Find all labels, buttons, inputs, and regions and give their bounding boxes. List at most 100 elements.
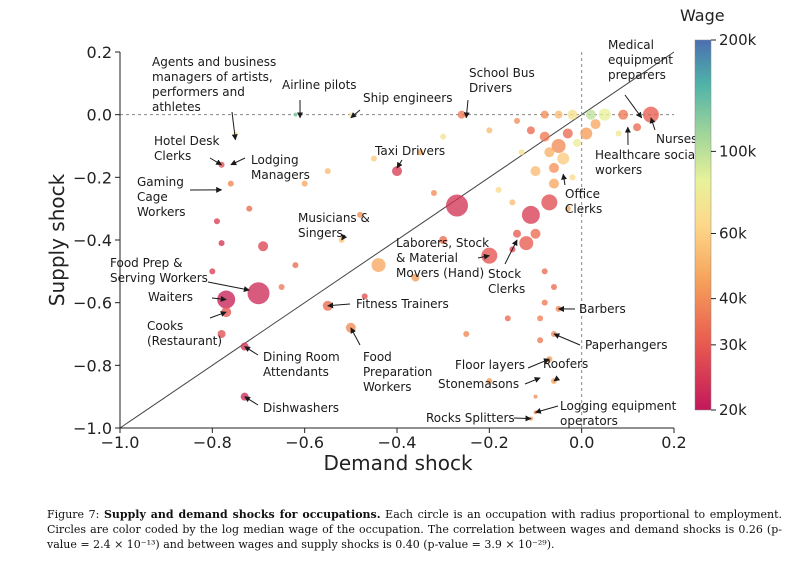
- annotation-line: operators: [560, 414, 618, 428]
- annotation-label: Dining Room Attendants: [263, 350, 340, 379]
- annotation-arrow: [209, 311, 227, 319]
- data-point: [371, 258, 386, 273]
- annotation-line: Roofers: [543, 357, 588, 371]
- annotation: School Bus Drivers: [463, 66, 535, 119]
- data-point: [258, 241, 269, 252]
- annotation-label: Paperhangers: [585, 338, 668, 352]
- y-tick-label: 0.0: [87, 106, 112, 125]
- annotation-line: workers: [595, 163, 642, 177]
- data-point: [495, 186, 502, 193]
- data-point: [562, 128, 573, 139]
- annotation-line: Serving Workers: [110, 271, 208, 285]
- annotation: Lodging Managers: [230, 153, 310, 182]
- annotation: Waiters: [148, 290, 227, 304]
- annotation-label: Food Preparation Workers: [363, 350, 432, 394]
- data-point: [486, 378, 493, 384]
- annotation-line: equipment: [608, 53, 673, 67]
- annotation-label: Office Clerks: [565, 187, 602, 216]
- data-point: [247, 282, 270, 305]
- annotation-line: Nurses: [656, 132, 697, 146]
- annotation-line: Musicians &: [298, 211, 370, 225]
- x-tick-label: −1.0: [101, 433, 140, 452]
- annotation-label: Airline pilots: [282, 78, 357, 92]
- annotation-arrow: [553, 375, 561, 382]
- annotation-label: Medical equipment preparers: [608, 38, 673, 82]
- annotation-arrow: [207, 281, 250, 293]
- annotation-line: Healthcare social: [595, 148, 698, 162]
- annotation-line: Dishwashers: [263, 401, 339, 415]
- colorbar-tick-label: 40k: [719, 290, 747, 308]
- annotation-arrow: [477, 253, 490, 260]
- annotation-label: School Bus Drivers: [469, 66, 535, 95]
- data-point: [541, 268, 548, 275]
- data-point: [301, 180, 308, 187]
- annotation-label: Barbers: [579, 302, 626, 316]
- annotation-line: Hotel Desk: [154, 134, 219, 148]
- annotation-arrow: [649, 117, 656, 131]
- data-point: [209, 268, 216, 275]
- annotation-arrow: [553, 333, 581, 346]
- data-point: [541, 194, 558, 211]
- annotation-arrow: [341, 233, 348, 241]
- data-point: [518, 149, 525, 156]
- annotation: Paperhangers: [553, 333, 668, 352]
- data-point: [292, 262, 299, 269]
- annotation-label: Rocks Splitters: [426, 411, 515, 425]
- annotation-label: Floor layers: [455, 358, 525, 372]
- annotation-label: Fitness Trainers: [356, 297, 449, 311]
- annotation-label: Laborers, Stock & Material Movers (Hand): [396, 236, 489, 280]
- data-point: [526, 126, 535, 135]
- annotation-line: & Material: [396, 251, 458, 265]
- annotation: Airline pilots: [282, 78, 357, 119]
- annotation-line: Barbers: [579, 302, 626, 316]
- data-point: [569, 174, 576, 181]
- annotation-label: Stock Clerks: [488, 267, 525, 296]
- annotation: Ship engineers: [350, 91, 452, 119]
- annotation-line: Office: [565, 187, 600, 201]
- annotation-line: Rocks Splitters: [426, 411, 515, 425]
- data-point: [541, 299, 548, 306]
- x-tick-label: 0.2: [661, 433, 686, 452]
- annotation-line: Taxi Drivers: [374, 144, 445, 158]
- annotation: Healthcare social workers: [595, 126, 698, 177]
- annotation: Dishwashers: [244, 396, 339, 415]
- data-point: [554, 110, 563, 119]
- annotation-line: Managers: [251, 168, 310, 182]
- annotation-label: Agents and business managers of artists, p…: [152, 55, 276, 114]
- annotation-label: Lodging Managers: [251, 153, 310, 182]
- data-point: [440, 133, 447, 140]
- annotation-arrow: [244, 396, 259, 406]
- annotation-arrow: [624, 94, 643, 119]
- annotation-arrow: [327, 302, 351, 309]
- y-tick-label: −0.6: [73, 294, 112, 313]
- data-point: [590, 119, 601, 130]
- annotation-line: Food: [363, 350, 392, 364]
- annotation-arrow: [211, 295, 227, 302]
- annotation-line: Movers (Hand): [396, 266, 484, 280]
- annotation-line: Agents and business: [152, 55, 276, 69]
- annotation-label: Hotel Desk Clerks: [154, 134, 219, 163]
- data-point: [564, 205, 571, 212]
- annotation: Taxi Drivers: [374, 144, 445, 169]
- x-axis-label: Demand shock: [323, 451, 473, 475]
- annotation-label: Dishwashers: [263, 401, 339, 415]
- annotation-line: Cage: [137, 190, 168, 204]
- annotation-label: Logging equipment operators: [560, 399, 677, 428]
- annotation-line: Ship engineers: [363, 91, 452, 105]
- x-tick-label: −0.8: [193, 433, 232, 452]
- data-point: [417, 149, 424, 156]
- annotation-line: Waiters: [148, 290, 193, 304]
- annotation-line: (Restaurant): [147, 334, 222, 348]
- annotation-line: Attendants: [263, 365, 329, 379]
- annotation-label: Ship engineers: [363, 91, 452, 105]
- data-point: [218, 240, 225, 247]
- data-point: [217, 330, 226, 338]
- annotation-line: Clerks: [565, 202, 602, 216]
- data-point: [392, 166, 402, 177]
- annotation-line: School Bus: [469, 66, 535, 80]
- annotation: Dining Room Attendants: [244, 346, 340, 379]
- colorbar-tick-label: 60k: [719, 224, 747, 242]
- annotation-line: Workers: [363, 380, 412, 394]
- annotation-arrow: [350, 109, 361, 119]
- annotation-line: athletes: [152, 100, 201, 114]
